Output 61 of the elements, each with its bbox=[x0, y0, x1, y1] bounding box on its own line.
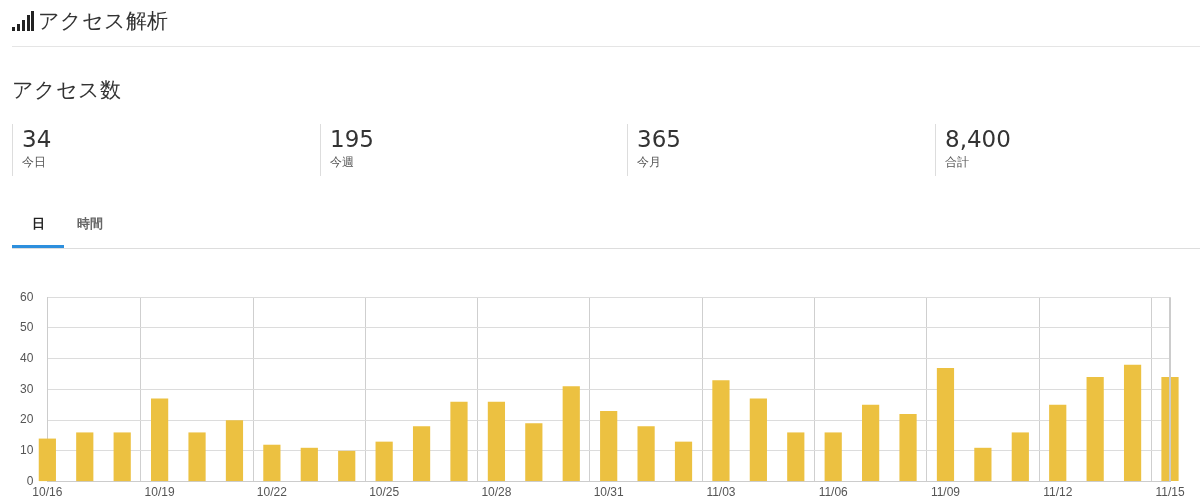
text: 195 bbox=[330, 125, 374, 154]
bar bbox=[562, 386, 580, 482]
y-tick-label: 0 bbox=[26, 473, 34, 488]
bar bbox=[450, 401, 468, 482]
bar bbox=[862, 404, 880, 482]
bar bbox=[712, 380, 730, 482]
x-tick-label: 11/12 bbox=[1043, 485, 1073, 500]
y-tick-label: 20 bbox=[19, 412, 34, 427]
bar bbox=[525, 423, 543, 482]
x-tick-label: 11/09 bbox=[930, 485, 961, 500]
y-tick-label: 10 bbox=[19, 443, 34, 458]
bar bbox=[1049, 404, 1067, 482]
text: 合計 bbox=[945, 154, 970, 171]
bar bbox=[375, 441, 393, 482]
chart-title: アクセス解析 bbox=[38, 8, 168, 35]
text: 時間 bbox=[76, 215, 104, 233]
bar bbox=[1086, 377, 1104, 482]
bar bbox=[412, 426, 431, 482]
bar bbox=[263, 444, 281, 482]
bar bbox=[1161, 377, 1179, 482]
text: 34 bbox=[22, 125, 52, 154]
bar bbox=[1123, 364, 1142, 482]
text: 日 bbox=[12, 212, 64, 248]
bar bbox=[338, 450, 356, 482]
x-tick-label: 11/15 bbox=[1155, 485, 1185, 500]
y-tick-label: 50 bbox=[19, 320, 34, 335]
text: 今月 bbox=[637, 154, 662, 171]
bar bbox=[974, 447, 992, 482]
x-tick-label: 11/03 bbox=[706, 485, 736, 500]
bar bbox=[38, 438, 56, 482]
text: 今週 bbox=[330, 154, 355, 171]
x-tick-label: 11/06 bbox=[818, 485, 849, 500]
bar bbox=[151, 398, 169, 482]
bar bbox=[899, 413, 917, 482]
bar bbox=[749, 398, 767, 482]
y-tick-label: 40 bbox=[19, 350, 34, 365]
y-tick-label: 60 bbox=[19, 289, 34, 304]
bar bbox=[936, 367, 955, 482]
bar bbox=[225, 420, 244, 482]
bar bbox=[76, 432, 94, 482]
bar bbox=[824, 432, 842, 482]
x-tick-label: 10/31 bbox=[593, 485, 625, 500]
text: 8,400 bbox=[945, 125, 1011, 154]
x-tick-label: 10/25 bbox=[369, 485, 400, 500]
x-tick-label: 10/19 bbox=[144, 485, 175, 500]
bar bbox=[1011, 432, 1029, 482]
chart-subtitle: アクセス数 bbox=[12, 77, 121, 104]
bar bbox=[637, 426, 655, 482]
bar bbox=[188, 432, 206, 482]
bar bbox=[787, 432, 805, 482]
x-tick-label: 10/22 bbox=[256, 485, 288, 500]
text: 今日 bbox=[22, 154, 47, 171]
text: 365 bbox=[637, 125, 681, 154]
bar bbox=[600, 410, 618, 482]
bar bbox=[487, 401, 506, 482]
x-tick-label: 10/28 bbox=[481, 485, 512, 500]
bar bbox=[300, 447, 318, 482]
bar bbox=[674, 441, 693, 482]
bar bbox=[113, 432, 131, 482]
y-tick-label: 30 bbox=[19, 381, 34, 396]
x-tick-label: 10/16 bbox=[32, 485, 63, 500]
